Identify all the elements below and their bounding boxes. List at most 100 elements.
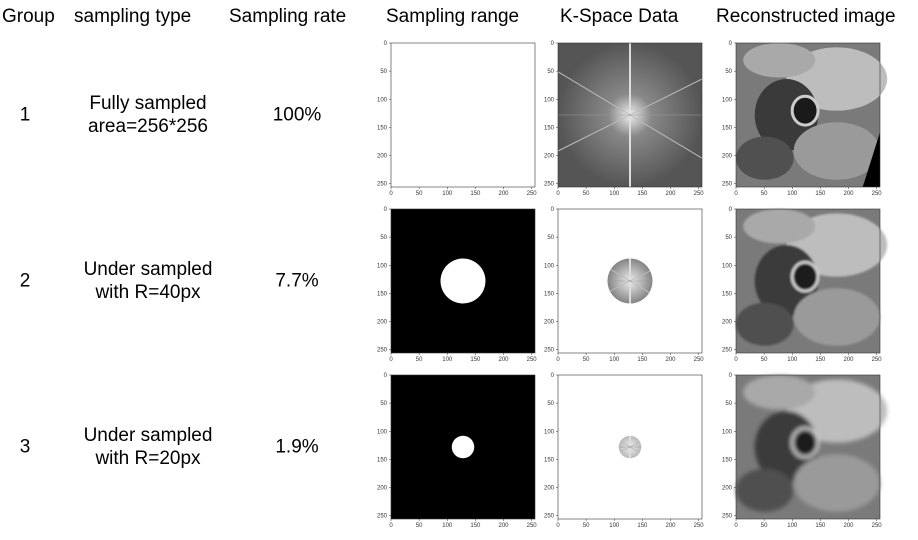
y-tick-label: 50 xyxy=(725,69,732,75)
y-tick-label: 250 xyxy=(377,514,388,520)
y-tick-label: 50 xyxy=(547,235,554,241)
x-tick-label: 50 xyxy=(583,357,590,363)
rate-value: 7.7% xyxy=(275,270,319,292)
x-tick-label: 100 xyxy=(609,523,620,529)
sampling-type: Fully sampled area=256*256 xyxy=(88,92,208,138)
y-tick-label: 200 xyxy=(377,154,388,160)
x-tick-label: 250 xyxy=(872,191,883,197)
y-tick-label: 100 xyxy=(722,97,733,103)
y-tick-label: 250 xyxy=(722,348,733,354)
type-line1: Under sampled xyxy=(83,425,213,446)
x-tick-label: 200 xyxy=(498,357,509,363)
x-tick-label: 200 xyxy=(665,191,676,197)
x-tick-label: 50 xyxy=(416,523,423,529)
y-tick-label: 200 xyxy=(544,486,555,492)
group-value: 2 xyxy=(19,270,31,292)
x-tick-label: 250 xyxy=(694,523,705,529)
sampling-rate: 7.7% xyxy=(275,270,318,293)
reconstructed-image-plot: 0 0 50 50 100 100 150 150 200 200 250 25… xyxy=(722,207,888,363)
y-tick-label: 100 xyxy=(544,97,555,103)
sampling-type: Under sampled with R=20px xyxy=(84,424,213,470)
y-tick-label: 0 xyxy=(729,207,733,213)
sampling-rate: 100% xyxy=(273,104,322,127)
y-tick-label: 200 xyxy=(544,154,555,160)
sampling-rate: 1.9% xyxy=(275,436,318,459)
y-tick-label: 200 xyxy=(722,154,733,160)
mask-circle xyxy=(440,258,486,304)
x-tick-label: 200 xyxy=(843,191,854,197)
y-tick-label: 0 xyxy=(729,41,733,47)
image-content xyxy=(557,43,703,187)
x-tick-label: 100 xyxy=(787,357,798,363)
x-tick-label: 50 xyxy=(416,357,423,363)
y-tick-label: 50 xyxy=(380,235,387,241)
y-tick-label: 100 xyxy=(377,263,388,269)
type-line1: Under sampled xyxy=(83,259,213,280)
y-tick-label: 200 xyxy=(722,486,733,492)
header-reconstructed-image: Reconstructed image xyxy=(716,6,896,27)
y-tick-label: 200 xyxy=(722,320,733,326)
y-tick-label: 100 xyxy=(377,429,388,435)
y-tick-label: 150 xyxy=(544,291,555,297)
y-tick-label: 250 xyxy=(722,514,733,520)
y-tick-label: 250 xyxy=(544,348,555,354)
type-line1: Fully sampled xyxy=(89,93,207,114)
y-tick-label: 0 xyxy=(551,41,555,47)
group-value: 3 xyxy=(19,436,31,458)
x-tick-label: 250 xyxy=(527,191,538,197)
x-tick-label: 200 xyxy=(843,523,854,529)
x-tick-label: 0 xyxy=(734,357,738,363)
header-sampling-range: Sampling range xyxy=(386,6,520,27)
x-tick-label: 150 xyxy=(470,523,481,529)
y-tick-label: 50 xyxy=(380,69,387,75)
y-tick-label: 100 xyxy=(722,263,733,269)
reconstructed-image-plot: 0 0 50 50 100 100 150 150 200 200 250 25… xyxy=(722,41,888,197)
image-content xyxy=(558,209,702,353)
x-tick-label: 50 xyxy=(583,191,590,197)
x-tick-label: 150 xyxy=(815,523,826,529)
type-line2: area=256*256 xyxy=(88,116,208,137)
x-tick-label: 200 xyxy=(498,191,509,197)
y-tick-label: 150 xyxy=(377,125,388,131)
rate-value: 100% xyxy=(272,104,322,126)
y-tick-label: 150 xyxy=(544,457,555,463)
x-tick-label: 150 xyxy=(637,191,648,197)
sampling-type: Under sampled with R=40px xyxy=(84,258,213,304)
y-tick-label: 100 xyxy=(722,429,733,435)
y-tick-label: 50 xyxy=(725,235,732,241)
mask-circle xyxy=(451,435,475,459)
y-tick-label: 0 xyxy=(551,373,555,379)
x-tick-label: 100 xyxy=(442,357,453,363)
rate-value: 1.9% xyxy=(275,436,319,458)
y-tick-label: 0 xyxy=(384,373,388,379)
group-number: 2 xyxy=(20,270,31,293)
x-tick-label: 50 xyxy=(761,523,768,529)
group-value: 1 xyxy=(19,104,31,126)
y-tick-label: 50 xyxy=(380,401,387,407)
image-content xyxy=(391,43,535,187)
reconstructed-image-plot: 0 0 50 50 100 100 150 150 200 200 250 25… xyxy=(722,373,888,529)
x-tick-label: 250 xyxy=(872,357,883,363)
x-tick-label: 100 xyxy=(609,191,620,197)
image-content xyxy=(736,375,888,519)
image-content xyxy=(558,375,702,519)
x-tick-label: 100 xyxy=(442,523,453,529)
y-tick-label: 0 xyxy=(729,373,733,379)
x-tick-label: 150 xyxy=(637,357,648,363)
kspace-plot: 0 0 50 50 100 100 150 150 200 200 250 25… xyxy=(544,41,704,197)
x-tick-label: 150 xyxy=(470,191,481,197)
x-tick-label: 50 xyxy=(761,191,768,197)
y-tick-label: 250 xyxy=(377,182,388,188)
image-content xyxy=(391,375,535,519)
kspace-plot: 0 0 50 50 100 100 150 150 200 200 250 25… xyxy=(544,373,704,529)
x-tick-label: 0 xyxy=(734,523,738,529)
x-tick-label: 0 xyxy=(389,357,393,363)
x-tick-label: 250 xyxy=(694,357,705,363)
x-tick-label: 250 xyxy=(694,191,705,197)
y-tick-label: 250 xyxy=(377,348,388,354)
y-tick-label: 150 xyxy=(722,291,733,297)
x-tick-label: 150 xyxy=(470,357,481,363)
x-tick-label: 200 xyxy=(498,523,509,529)
x-tick-label: 100 xyxy=(442,191,453,197)
group-number: 3 xyxy=(20,436,31,459)
